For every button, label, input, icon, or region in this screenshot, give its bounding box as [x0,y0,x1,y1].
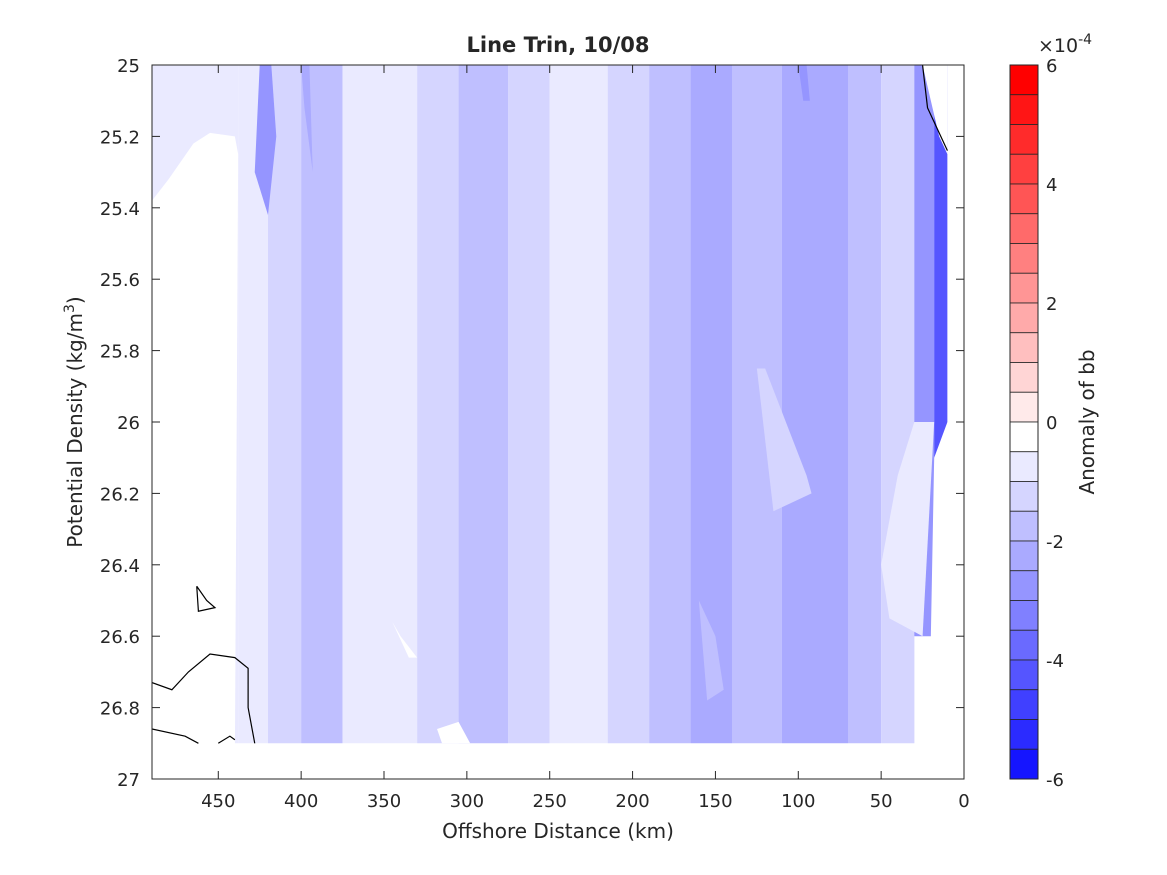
colorbar-segment [1009,451,1039,482]
contour-line-1 [152,728,199,744]
contour-band-15 [881,65,915,779]
contour-patch-9 [152,743,964,779]
x-tick-label: 200 [615,791,649,812]
colorbar-segment [1009,213,1039,244]
y-tick-label: 25.6 [100,270,140,291]
y-tick-label: 26 [117,413,140,434]
colorbar-segment [1009,94,1039,125]
contour-patch-2 [301,65,313,173]
contour-patch-3 [798,65,810,101]
colorbar-tick-label: 2 [1046,294,1057,315]
colorbar-label: Anomaly of bb [1075,349,1099,494]
colorbar-tick-label: 4 [1046,175,1057,196]
colorbar-segment [1009,272,1039,304]
contour-line-0 [152,653,256,744]
contour-patch-11 [437,721,471,744]
contour-band-13 [781,65,848,779]
colorbar-segment [1009,64,1039,96]
colorbar-segment [1009,332,1039,363]
y-axis-label: Potential Density (kg/m3) [62,296,87,547]
colorbar-segment [1009,421,1039,453]
colorbar-segment [1009,748,1039,780]
colorbar-segment [1009,629,1039,661]
y-tick-label: 25 [117,56,140,77]
x-tick-label: 300 [450,791,484,812]
colorbar-tick-label: -4 [1046,651,1064,672]
colorbar-segment [1009,362,1039,393]
x-tick-label: 150 [698,791,732,812]
colorbar-segment [1009,391,1039,423]
contour-band-2 [268,65,302,779]
colorbar-axis: 6 4 2 0 -2 -4 -6 [1046,56,1064,791]
colorbar-segment [1009,600,1039,631]
colorbar-segment [1009,243,1039,274]
contour-band-3 [301,65,343,779]
colorbar-segment [1009,570,1039,601]
colorbar-tick-label: 6 [1046,56,1057,77]
contour-patch-5 [698,600,724,701]
colorbar-segment [1009,302,1039,334]
y-tick-label: 26.2 [100,484,140,505]
contour-lines [152,65,948,744]
contour-band-7 [508,65,550,779]
x-axis: 450 400 350 300 250 200 150 100 50 0 [201,65,970,812]
contour-patch-1 [254,65,277,215]
contour-patch-7 [914,154,964,762]
colorbar-segment [1009,659,1039,691]
contour-band-4 [342,65,418,779]
contour-patch-6 [881,422,935,637]
y-tick-label: 26.8 [100,699,140,720]
contour-line-2 [217,735,236,744]
colorbar-segment [1009,481,1039,512]
x-tick-label: 0 [958,791,969,812]
colorbar-frame [1009,64,1039,780]
y-axis: 25 25.2 25.4 25.6 25.8 26 26.2 26.4 26.6 26.8 27 [100,56,964,791]
colorbar-exponent: ×10-4 [1038,32,1092,57]
y-tick-label: 26.6 [100,627,140,648]
contour-field [152,65,964,779]
contour-band-10 [649,65,691,779]
y-tick-label: 25.2 [100,127,140,148]
contour-patch-4 [756,368,812,512]
x-tick-label: 100 [781,791,815,812]
colorbar-tick-label: 0 [1046,413,1057,434]
contour-band-5 [417,65,459,779]
contour-band-14 [848,65,882,779]
y-tick-label: 25.8 [100,342,140,363]
colorbar-tick-label: -2 [1046,532,1064,553]
x-tick-label: 400 [284,791,318,812]
colorbar-segment [1009,183,1039,215]
contour-line-3 [196,585,217,612]
contour-patch-0 [152,132,239,762]
x-tick-label: 250 [533,791,567,812]
contour-band-8 [549,65,608,779]
colorbar-tick-label: -6 [1046,770,1064,791]
contour-line-4 [921,65,948,151]
colorbar-segment [1009,689,1039,720]
x-tick-label: 450 [201,791,235,812]
chart-title: Line Trin, 10/08 [466,33,649,57]
contour-band-9 [607,65,650,779]
y-tick-label: 27 [117,770,140,791]
contour-band-6 [458,65,509,779]
y-tick-label: 26.4 [100,556,140,577]
colorbar-segment [1009,124,1039,155]
colorbar-segment [1009,719,1039,750]
y-tick-label: 25.4 [100,199,140,220]
x-tick-label: 50 [870,791,893,812]
colorbar-segment [1009,540,1039,572]
x-axis-label: Offshore Distance (km) [442,819,674,843]
colorbar-segment [1009,153,1039,185]
colorbar-segment [1009,510,1039,542]
colorbar [1009,64,1039,780]
contour-patch-8 [917,65,948,155]
x-tick-label: 350 [367,791,401,812]
